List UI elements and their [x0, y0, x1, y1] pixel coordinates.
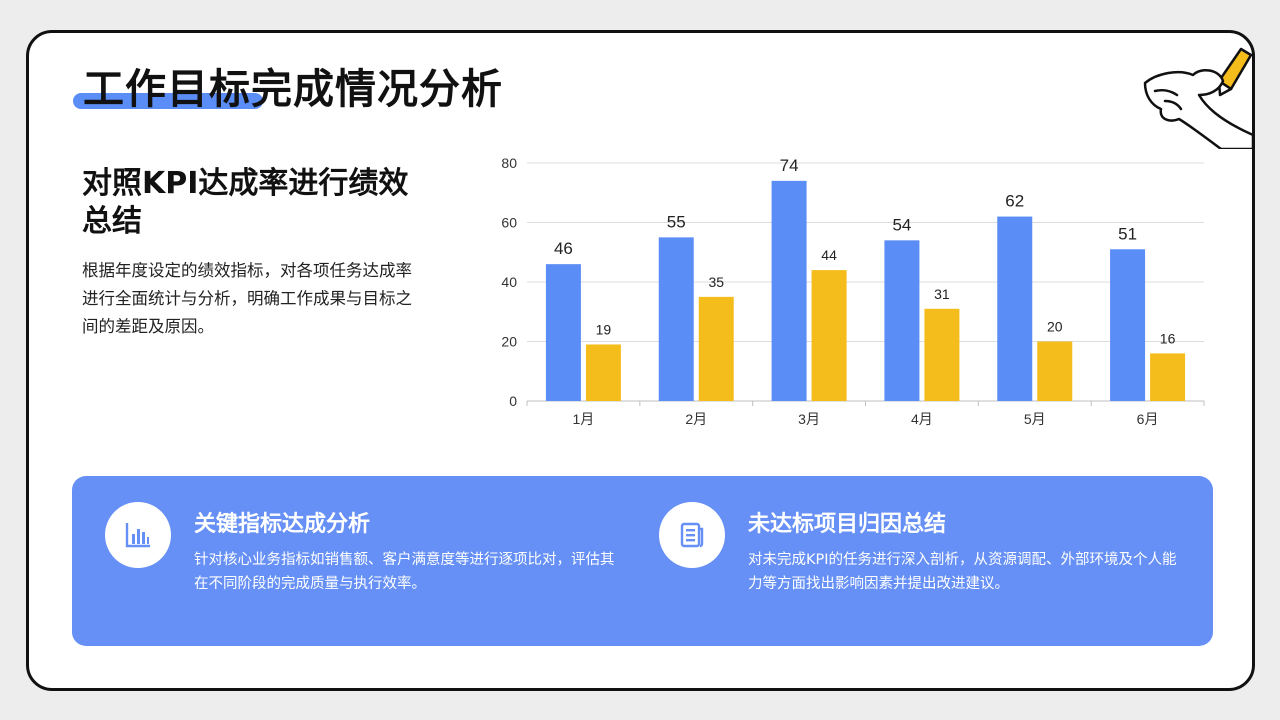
- bar-series-2: [811, 270, 847, 401]
- section-heading: 对照KPI达成率进行绩效总结: [82, 166, 409, 239]
- y-tick-label: 20: [501, 334, 517, 350]
- data-label: 20: [1047, 319, 1063, 335]
- card-icon-circle: [659, 502, 725, 568]
- slide: 工作目标完成情况分析 对照KPI达成率进行绩效总结 根据年度设定的绩效指标，对各…: [26, 30, 1255, 691]
- bar-series-1: [545, 264, 581, 401]
- data-label: 44: [821, 247, 837, 263]
- data-label: 16: [1160, 330, 1176, 346]
- bar-series-2: [698, 296, 734, 401]
- x-tick-label: 2月: [685, 411, 707, 427]
- bar-series-1: [658, 237, 694, 401]
- bar-series-1: [997, 216, 1033, 401]
- data-label: 54: [892, 215, 911, 234]
- card-title: 关键指标达成分析: [194, 512, 371, 537]
- x-tick-label: 3月: [798, 411, 820, 427]
- y-tick-label: 80: [501, 155, 517, 171]
- x-tick-label: 6月: [1137, 411, 1159, 427]
- data-label: 55: [667, 212, 686, 231]
- bar-series-1: [771, 180, 807, 401]
- kpi-bar-chart: 0 20 40 60 80 1月 46 19 2月 55 35 3月 74 44 4月 54 31 5月 62 20 6…: [501, 155, 1205, 427]
- y-tick-label: 60: [501, 215, 517, 231]
- section-description: 根据年度设定的绩效指标，对各项任务达成率进行全面统计与分析，明确工作成果与目标之…: [82, 261, 412, 336]
- y-tick-label: 40: [501, 274, 517, 290]
- bar-series-1: [884, 240, 920, 401]
- y-tick-label: 0: [509, 393, 517, 409]
- data-label: 46: [554, 239, 573, 258]
- bar-series-1: [1110, 249, 1146, 401]
- data-label: 74: [780, 156, 799, 175]
- x-tick-label: 1月: [573, 411, 595, 427]
- summary-panel: 关键指标达成分析 针对核心业务指标如销售额、客户满意度等进行逐项比对，评估其在不…: [72, 476, 1213, 646]
- bar-series-2: [1150, 353, 1186, 401]
- data-label: 31: [934, 286, 950, 302]
- data-label: 35: [708, 274, 724, 290]
- page-title: 工作目标完成情况分析: [83, 65, 503, 113]
- data-label: 62: [1005, 192, 1024, 211]
- bar-chart-icon: [125, 523, 150, 548]
- title-block: 工作目标完成情况分析: [73, 55, 503, 115]
- bar-series-2: [585, 344, 621, 401]
- bar-series-2: [1037, 341, 1073, 401]
- card-icon-circle: [105, 502, 171, 568]
- bar-series-2: [924, 308, 960, 401]
- data-label: 51: [1118, 224, 1137, 243]
- x-tick-label: 5月: [1024, 411, 1046, 427]
- data-label: 19: [596, 321, 612, 337]
- hand-pencil-icon: [1143, 47, 1255, 149]
- card-text: 对未完成KPI的任务进行深入剖析，从资源调配、外部环境及个人能力等方面找出影响因…: [748, 552, 1177, 592]
- document-icon: [680, 522, 704, 548]
- card-title: 未达标项目归因总结: [748, 512, 947, 537]
- x-tick-label: 4月: [911, 411, 933, 427]
- title-underline: [73, 93, 263, 109]
- card-text: 针对核心业务指标如销售额、客户满意度等进行逐项比对，评估其在不同阶段的完成质量与…: [194, 552, 615, 592]
